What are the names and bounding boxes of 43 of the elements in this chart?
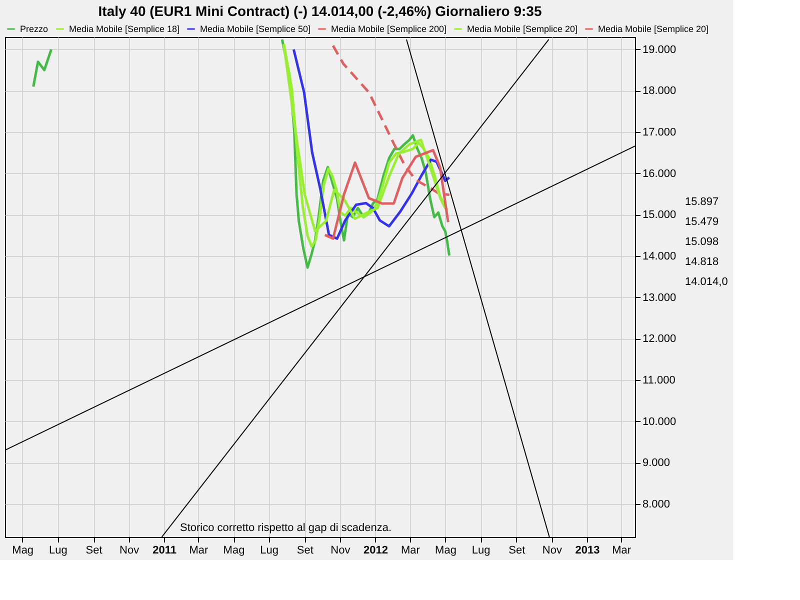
x-tick-label: Lug [48,544,68,556]
chart-title: Italy 40 (EUR1 Mini Contract) (-) 14.014,00 (-2,46%) Giornaliero 9:35 [98,3,542,19]
x-tick-label: 2012 [364,544,388,556]
y-tick-label: 19.000 [642,44,676,56]
annotation: Storico corretto rispetto al gap di scadenza. [180,522,392,534]
y-tick-label: 16.000 [642,168,676,180]
x-tick-label: Lug [260,544,278,556]
x-tick-label: Nov [330,544,351,556]
x-tick-label: Lug [472,544,490,556]
y-tick-label: 8.000 [642,498,670,510]
x-tick-label: 2011 [152,544,177,556]
x-tick-label: Set [508,544,526,556]
text: 14.014,0 [685,276,728,288]
legend-label: Media Mobile [Semplice 18] [69,24,180,34]
text: 15.897 [685,196,719,208]
y-tick-label: 14.000 [642,250,676,263]
text: 14.818 [685,256,719,268]
legend-label: Prezzo [20,24,48,34]
x-tick-label: Set [86,544,102,556]
text: 15.098 [685,236,719,248]
x-tick-label: 2013 [575,544,600,556]
x-tick-label: Mag [435,544,456,556]
legend-label: Media Mobile [Semplice 20] [598,24,709,34]
x-tick-label: Mar [612,544,632,556]
text: 15.479 [685,216,719,228]
x-tick-label: Nov [120,544,140,556]
x-tick-label: Mar [400,544,420,556]
x-tick-label: Set [296,544,314,556]
x-tick-label: Mag [12,544,34,556]
x-tick-label: Mag [223,544,245,556]
y-tick-label: 17.000 [642,126,676,139]
y-tick-label: 9.000 [642,457,670,470]
legend-label: Media Mobile [Semplice 200] [331,24,447,34]
y-tick-label: 18.000 [642,85,676,98]
y-tick-label: 15.000 [642,209,676,222]
legend-label: Media Mobile [Semplice 20] [467,24,578,34]
y-tick-label: 13.000 [642,292,676,304]
x-tick-label: Mar [189,544,209,556]
y-tick-label: 11.000 [642,374,676,386]
y-tick-label: 12.000 [642,333,676,346]
x-tick-label: Nov [542,544,562,556]
legend-label: Media Mobile [Semplice 50] [200,24,311,34]
y-tick-label: 10.000 [642,416,676,428]
